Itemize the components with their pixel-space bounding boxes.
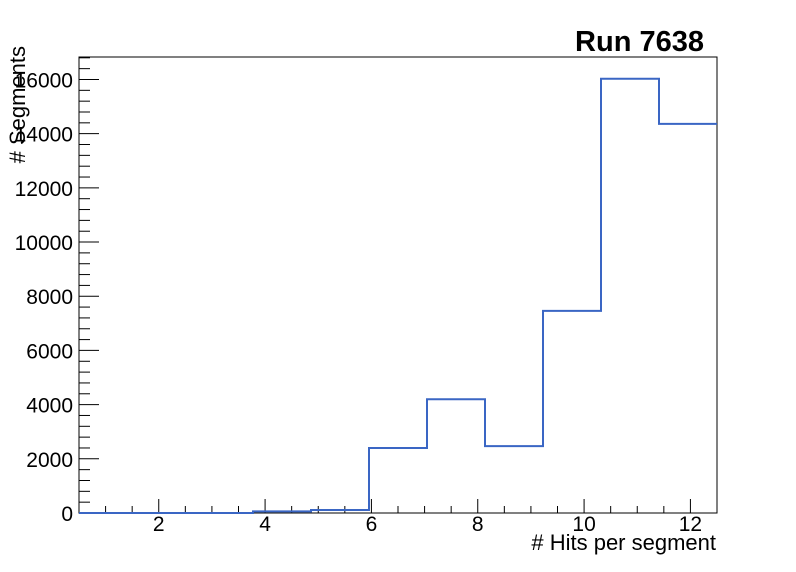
x-tick-label: 10	[572, 513, 595, 536]
y-tick-label: 14000	[15, 124, 73, 147]
y-tick-label: 6000	[26, 340, 73, 363]
histogram-line	[79, 77, 717, 514]
y-tick-label: 8000	[26, 286, 73, 309]
y-tick-label: 0	[61, 503, 73, 526]
y-tick-label: 10000	[15, 232, 73, 255]
y-tick-label: 2000	[26, 449, 73, 472]
y-tick-label: 16000	[15, 69, 73, 92]
x-tick-label: 4	[259, 513, 271, 536]
y-tick-label: 12000	[15, 178, 73, 201]
plot-title: Run 7638	[575, 26, 704, 58]
plot-frame	[78, 56, 718, 514]
x-tick-label: 2	[153, 513, 165, 536]
x-tick-label: 8	[472, 513, 484, 536]
x-tick-label: 12	[679, 513, 702, 536]
x-axis-title: # Hits per segment	[531, 530, 716, 555]
y-tick-label: 4000	[26, 395, 73, 418]
y-axis-title: # Segments	[5, 46, 30, 164]
x-tick-label: 6	[366, 513, 378, 536]
